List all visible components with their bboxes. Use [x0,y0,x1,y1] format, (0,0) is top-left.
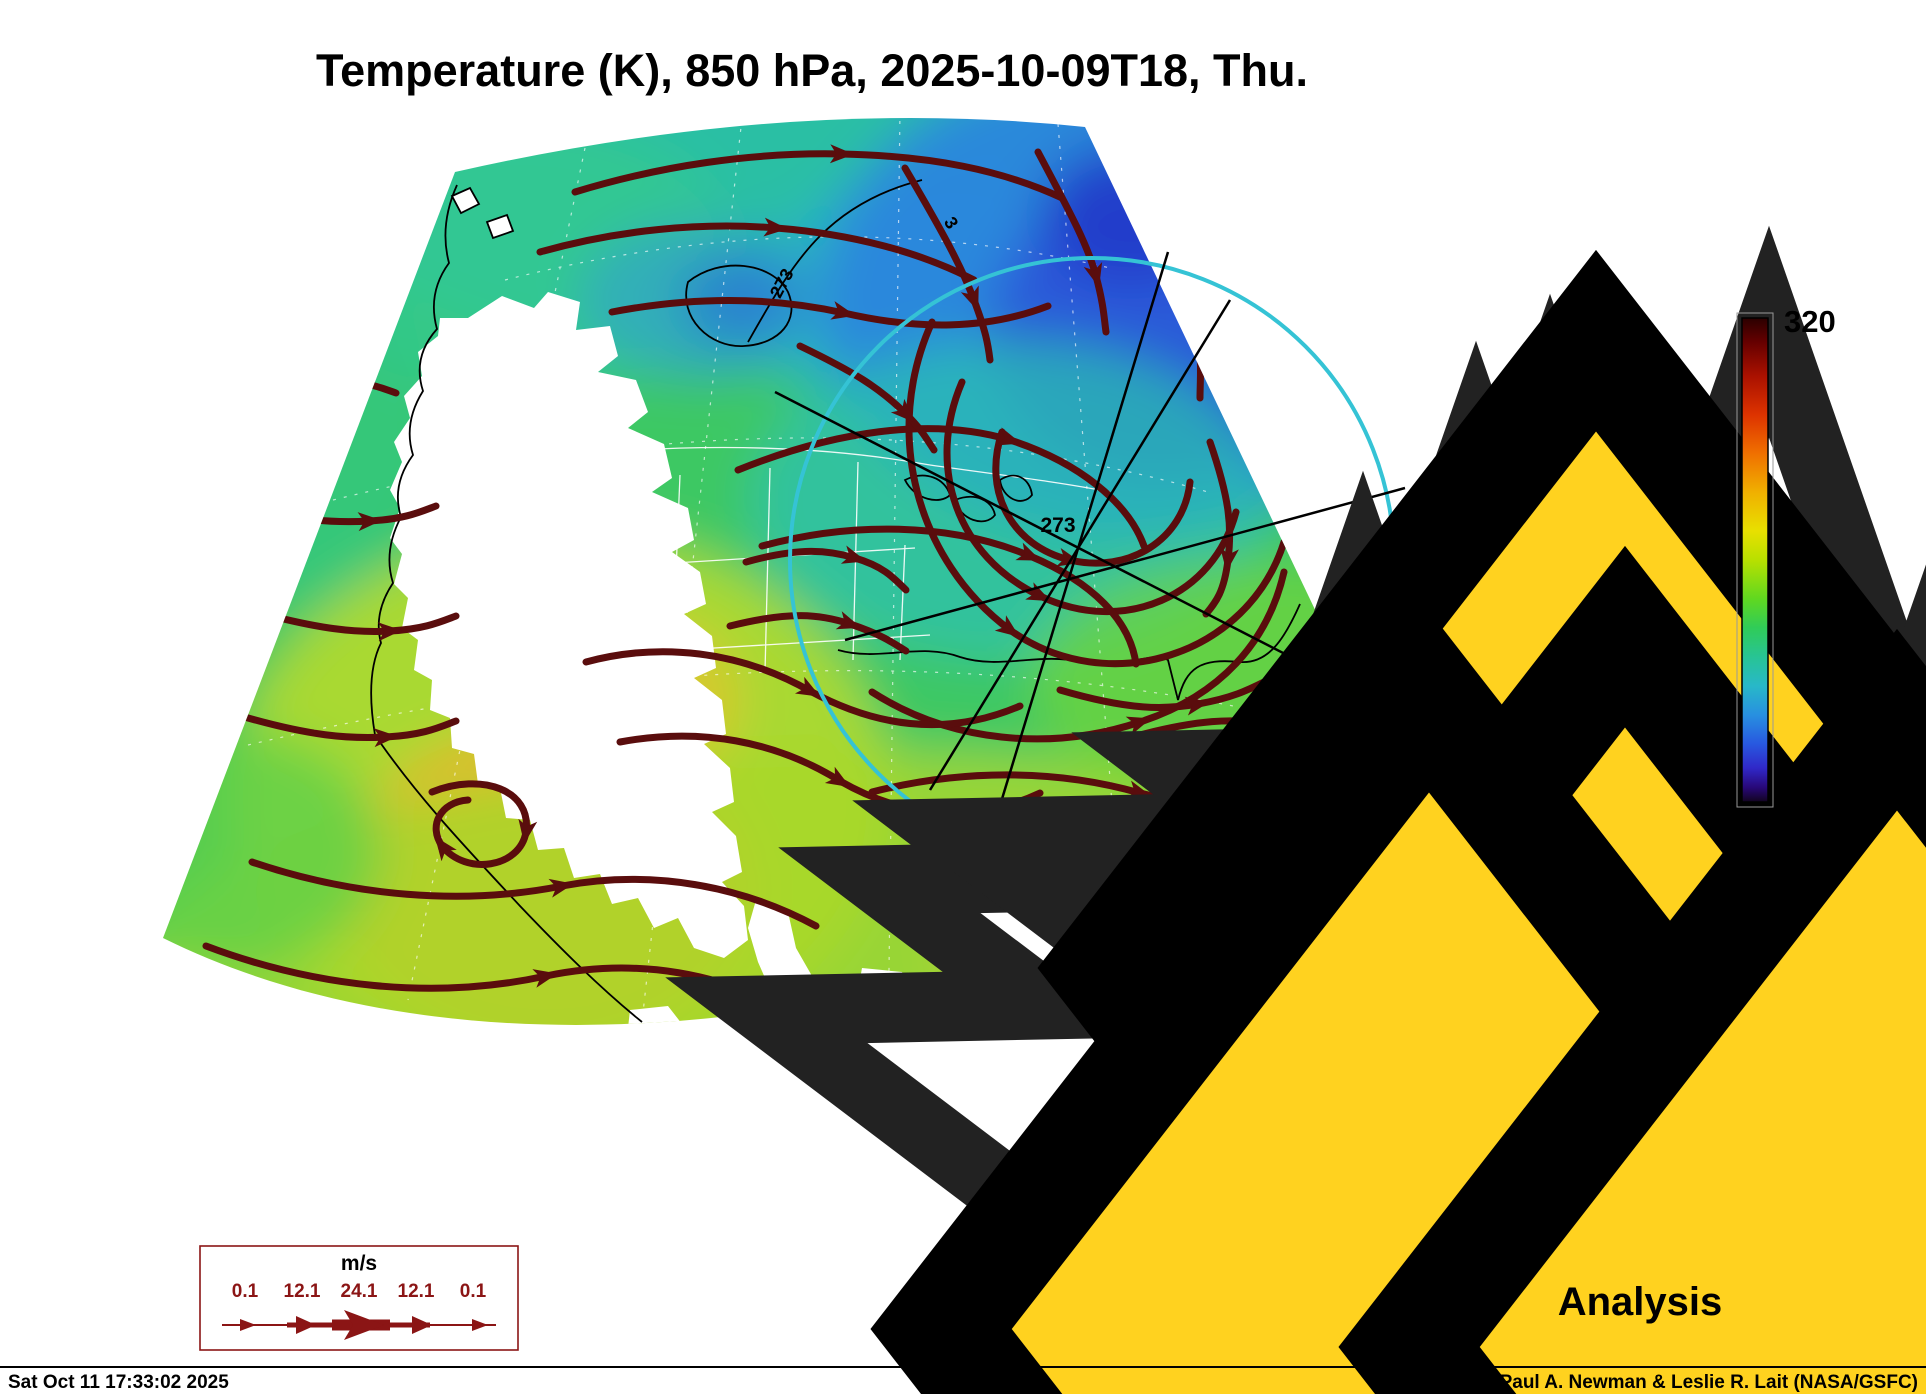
legend-speed-4: 0.1 [460,1281,487,1302]
page-title: Temperature (K), 850 hPa, 2025-10-09T18,… [316,45,1308,96]
footer-bar: Sat Oct 11 17:33:02 2025 Paul A. Newman … [0,1366,1926,1393]
colorbar-frame [1736,312,1774,808]
colorbar-max-label: 320 [1784,304,1836,339]
colorbar-gradient [1741,317,1769,803]
colorbar-min-label: 250 [1784,782,1836,817]
wind-speed-legend: m/s 0.1 12.1 24.1 12.1 0.1 [199,1245,519,1351]
footer-timestamp: Sat Oct 11 17:33:02 2025 [8,1372,229,1393]
station-value-label: 273 [1040,514,1075,537]
legend-units-label: m/s [341,1252,377,1275]
legend-arrow-scale-icon [222,1310,496,1340]
legend-speed-1: 12.1 [284,1281,321,1302]
colorbar: 320 250 [1736,304,1836,817]
legend-speed-0: 0.1 [232,1281,259,1302]
footer-divider [0,1366,1926,1368]
legend-speed-2: 24.1 [341,1281,378,1302]
legend-speed-3: 12.1 [398,1281,435,1302]
analysis-label: Analysis [1558,1280,1723,1324]
footer-credit: Paul A. Newman & Leslie R. Lait (NASA/GS… [1500,1372,1918,1393]
